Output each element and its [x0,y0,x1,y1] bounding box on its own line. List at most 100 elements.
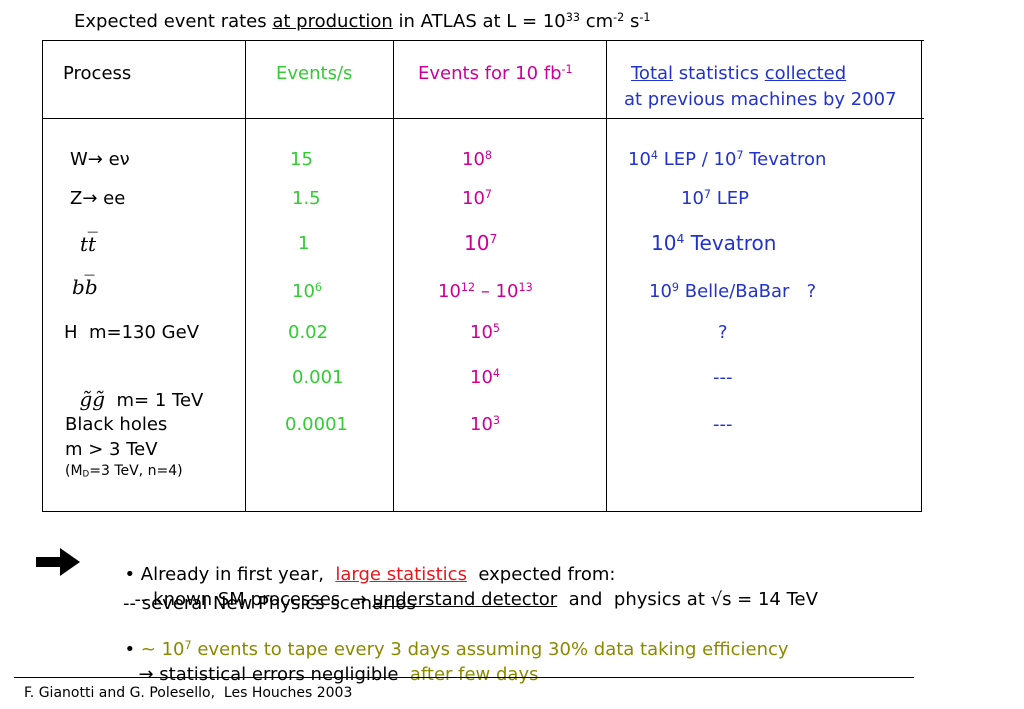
footer-rule [14,677,914,678]
row-bbbar-events-dash: – 10 [475,281,519,302]
table-right-border [921,40,922,512]
row-gluino-previous: --- [713,367,733,388]
title-cm: cm [579,11,614,32]
row-gluino-events: 104 [470,367,500,388]
row-w-process: W→ eν [70,149,130,170]
row-bh-events-base: 10 [470,414,493,435]
row-ttbar-rate: 1 [298,233,310,254]
row-bh-mass: m > 3 TeV [65,439,158,460]
header-events-for-10fb: Events for 10 fb-1 [418,63,573,84]
row-w-prev-c: Tevatron [743,149,827,170]
row-ttbar-events: 107 [464,231,497,255]
row-w-events-exp: 8 [484,148,493,162]
row-higgs-rate: 0.02 [288,322,329,343]
header-events-per-s: Events/s [276,63,353,84]
header-collected-word: collected [764,63,847,84]
row-gluino-rate: 0.001 [292,367,344,388]
table-left-border [42,40,43,512]
row-z-prev-a: 10 [681,188,704,209]
row-w-prev-b-exp: 7 [736,148,744,162]
row-bbbar-events-base: 10 [438,281,461,302]
row-higgs-events-exp: 5 [492,321,501,335]
row-bbbar-prev-b: Belle/BaBar ? [679,281,817,302]
row-higgs-previous: ? [718,322,728,343]
row-bbbar-events-exp2: 13 [518,280,533,294]
bullet-2-post: and physics at √s = 14 TeV [557,589,818,610]
row-gluino-events-base: 10 [470,367,493,388]
table-top-border [42,40,924,41]
row-w-prev-a: 10 [628,149,651,170]
bullet-2: -- known SM processes → understand detec… [123,568,818,610]
row-higgs-events: 105 [470,322,500,343]
row-ttbar-prev-a-exp: 4 [676,231,685,247]
row-bh-params-sub: D [82,469,90,480]
bullet-4-a: ~ 10 [140,639,185,660]
title-exp-33: 33 [565,10,580,24]
title-exp-m1: -1 [639,10,651,24]
footer-credit: F. Gianotti and G. Polesello, Les Houche… [24,685,353,701]
row-ttbar-previous: 104 Tevatron [651,231,776,255]
table-col-divider-2 [393,40,394,512]
row-ttbar-t: t [80,232,89,256]
row-z-process: Z→ ee [70,188,126,209]
header-events-for-text: Events for 10 fb [418,63,562,84]
row-w-events-base: 10 [462,149,485,170]
row-bh-events: 103 [470,414,500,435]
bullet-5-after-few-days: after few days [409,664,539,685]
row-higgs-events-base: 10 [470,322,493,343]
table-header-separator [42,118,924,119]
row-bbbar-previous: 109 Belle/BaBar ? [649,281,816,302]
bullet-1-pre: • Already in first year, [124,564,336,585]
row-bh-events-exp: 3 [492,413,501,427]
row-z-events: 107 [462,188,492,209]
row-gluino-process: g̃g̃ m= 1 TeV [68,366,203,411]
row-w-rate: 15 [290,149,313,170]
row-gluino-symbol: g̃g̃ [79,387,106,411]
title-text-post: in ATLAS at L = 10 [392,11,566,32]
bullet-5: → statistical errors negligible after fe… [127,643,539,685]
row-ttbar-events-exp: 7 [489,231,498,247]
row-w-previous: 104 LEP / 107 Tevatron [628,149,826,170]
row-bbbar-b: b [72,275,85,299]
row-ttbar-prev-b: Tevatron [684,231,777,255]
row-w-prev-a-exp: 4 [650,148,659,162]
row-w-events: 108 [462,149,492,170]
row-bbbar-prev-a-exp: 9 [671,280,680,294]
header-events-for-exp: -1 [561,62,573,76]
row-bh-params-b: =3 TeV, n=4) [89,463,183,479]
bullet-1: • Already in first year, large statistic… [113,543,615,585]
header-total-statistics: Total statistics collected [631,63,846,84]
bullet-4-dot: • [124,639,141,660]
row-gluino-mass: m= 1 TeV [105,390,204,411]
row-z-events-exp: 7 [484,187,493,201]
row-bh-params: (MD=3 TeV, n=4) [65,463,183,479]
row-z-prev-b: LEP [711,188,749,209]
table-col-divider-3 [606,40,607,512]
header-total-word: Total [631,63,674,84]
header-previous-machines: at previous machines by 2007 [624,89,897,110]
row-bbbar-process: bb̅ [72,275,98,299]
bullet-4-b: events to tape every 3 days assuming 30%… [191,639,789,660]
row-bbbar-bbar: b̅ [84,275,98,299]
row-bbbar-rate: 106 [292,281,322,302]
table-col-divider-1 [245,40,246,512]
right-arrow-icon [36,548,80,576]
bullet-1-large-statistics: large statistics [335,564,467,585]
row-bbbar-events: 1012 – 1013 [438,281,533,302]
row-z-rate: 1.5 [292,188,321,209]
bullet-5-arrow-icon: → [138,664,154,685]
row-bh-process: Black holes [65,414,168,435]
bullet-2-understand-detector: understand detector [372,589,558,610]
row-w-prev-b: LEP / 10 [658,149,737,170]
bullet-3: -- several New Physics scenarios [123,593,416,614]
table-bottom-border [42,511,922,512]
row-bh-previous: --- [713,414,733,435]
bullet-2-pre: -- known SM processes → [134,589,373,610]
title-underlined: at production [272,11,393,32]
row-bbbar-prev-a: 10 [649,281,672,302]
bullet-5-text: statistical errors negligible [153,664,410,685]
row-ttbar-tbar: t̅ [88,232,97,256]
title-exp-m2: -2 [613,10,625,24]
row-bh-params-a: (M [65,463,83,479]
row-z-prev-a-exp: 7 [703,187,712,201]
